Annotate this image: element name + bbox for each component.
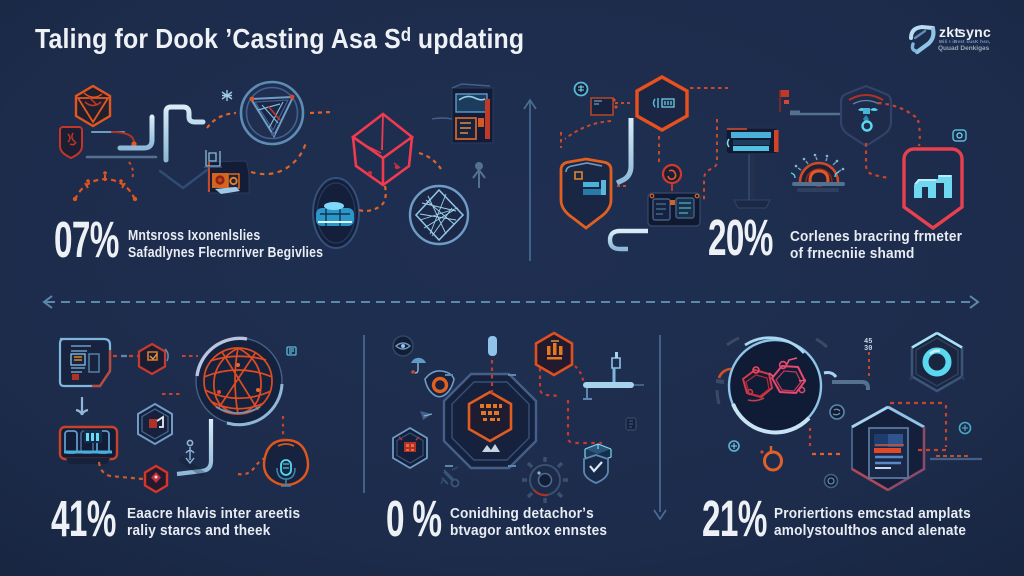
svg-text:30: 30	[864, 345, 872, 353]
svg-text:45: 45	[864, 338, 872, 346]
